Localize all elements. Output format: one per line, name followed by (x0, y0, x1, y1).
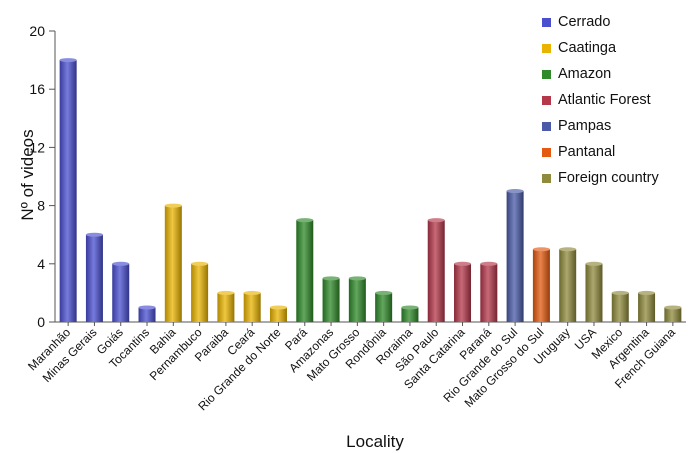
legend-swatch (542, 147, 551, 157)
legend-item-atlantic-forest: Atlantic Forest (542, 87, 690, 113)
legend-label: Amazon (558, 66, 612, 82)
legend-label: Atlantic Forest (558, 92, 651, 108)
bar-top (664, 305, 682, 310)
bar-mato-grosso (348, 278, 366, 322)
y-tick-label: 20 (29, 23, 45, 39)
bar-mexico (611, 292, 629, 322)
bar-top (480, 261, 498, 266)
bar-amazonas (322, 278, 340, 322)
legend-label: Pantanal (558, 144, 616, 160)
legend-swatch (542, 121, 551, 131)
legend-item-cerrado: Cerrado (542, 9, 690, 35)
bar-top (611, 290, 629, 295)
legend-swatch (542, 69, 551, 79)
bar-top (269, 305, 287, 310)
bar-top (59, 58, 77, 63)
bar-french-guiana (664, 307, 682, 322)
y-tick-label: 16 (29, 81, 45, 97)
legend: Cerrado Caatinga Amazon Atlantic Forest … (542, 9, 690, 191)
bar-tocantins (138, 307, 156, 322)
legend-item-foreign-country: Foreign country (542, 165, 690, 191)
bar-top (532, 247, 550, 252)
legend-label: Foreign country (558, 170, 659, 186)
bar-paraiba (217, 292, 235, 322)
bar-rio-grande-do-norte (269, 307, 287, 322)
y-axis-title: Nº of videos (18, 129, 37, 221)
bar-top (427, 218, 445, 223)
bar-rondônia (375, 292, 393, 322)
bar-top (375, 290, 393, 295)
bar-uruguay (559, 249, 577, 322)
legend-swatch (542, 43, 551, 53)
bar-maranhão (59, 60, 77, 322)
bar-bahia (164, 205, 182, 322)
bar-argentina (638, 292, 656, 322)
legend-item-pantanal: Pantanal (542, 139, 690, 165)
bar-top (85, 232, 103, 237)
y-tick-label: 8 (37, 198, 45, 214)
bar-paraná (480, 263, 498, 322)
bar-top (112, 261, 130, 266)
bar-santa-catarina (454, 263, 472, 322)
bar-top (191, 261, 209, 266)
bar-top (559, 247, 577, 252)
bar-são-paulo (427, 220, 445, 322)
bar-usa (585, 263, 603, 322)
bar-top (506, 189, 524, 194)
legend-swatch (542, 95, 551, 105)
bar-ceará (243, 292, 261, 322)
legend-item-amazon: Amazon (542, 61, 690, 87)
bar-rio-grande-do-sul (506, 191, 524, 322)
bar-top (454, 261, 472, 266)
bar-top (164, 203, 182, 208)
bar-top (585, 261, 603, 266)
bar-top (348, 276, 366, 281)
bar-mato-grosso-do-sul (532, 249, 550, 322)
bar-top (638, 290, 656, 295)
bar-goiás (112, 263, 130, 322)
legend-label: Caatinga (558, 40, 617, 56)
y-tick-label: 0 (37, 314, 45, 330)
legend-item-pampas: Pampas (542, 113, 690, 139)
legend-item-caatinga: Caatinga (542, 35, 690, 61)
legend-label: Pampas (558, 118, 612, 134)
bar-pernambuco (191, 263, 209, 322)
bar-pará (296, 220, 314, 322)
bar-top (401, 305, 419, 310)
bar-top (296, 218, 314, 223)
bar-top (138, 305, 156, 310)
legend-swatch (542, 17, 551, 27)
y-axis-title-wrap: Nº of videos (10, 0, 46, 454)
legend-label: Cerrado (558, 14, 611, 30)
bar-top (322, 276, 340, 281)
y-tick-label: 4 (37, 256, 45, 272)
y-tick-label: 12 (29, 139, 45, 155)
bar-top (217, 290, 235, 295)
bar-roraima (401, 307, 419, 322)
bar-top (243, 290, 261, 295)
bar-minas-gerais (85, 234, 103, 322)
legend-swatch (542, 173, 551, 183)
x-axis-title: Locality (346, 432, 404, 451)
